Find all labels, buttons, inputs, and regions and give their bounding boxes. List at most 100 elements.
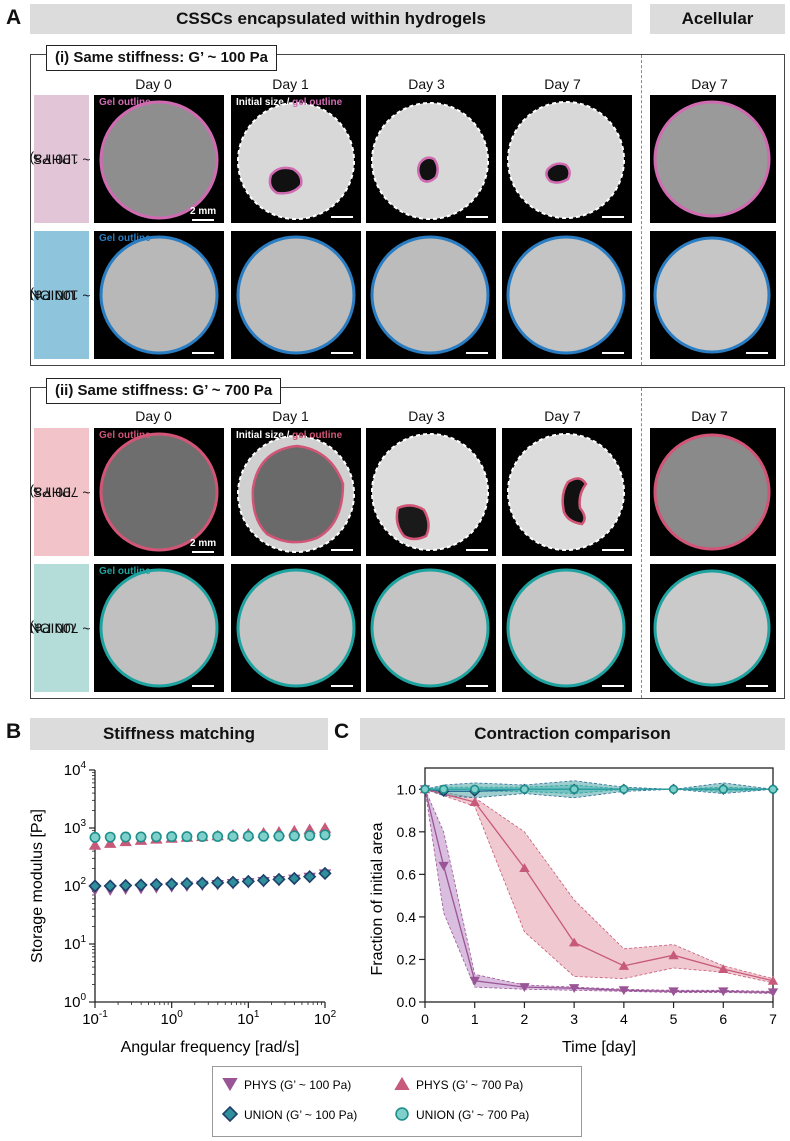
y-tick-label: 0.8 bbox=[397, 824, 417, 840]
row-label-union-100: UNION (G’ ~ 100 Pa) bbox=[29, 231, 113, 359]
scale-bar bbox=[331, 549, 353, 551]
data-point bbox=[119, 878, 133, 893]
data-point bbox=[519, 863, 530, 872]
panel-a-header: CSSCs encapsulated within hydrogels bbox=[30, 4, 632, 34]
scale-bar bbox=[746, 685, 768, 687]
y-tick-label: 1.0 bbox=[397, 781, 417, 797]
legend-label: PHYS (G’ ~ 100 Pa) bbox=[244, 1078, 351, 1092]
initial-size-label: Initial size / gel outline bbox=[236, 97, 342, 108]
band-upper-edge bbox=[424, 784, 774, 790]
data-point bbox=[120, 831, 132, 843]
y-tick-label: 104 bbox=[64, 760, 87, 779]
plot-frame bbox=[424, 767, 774, 1003]
data-point bbox=[211, 876, 225, 890]
data-point bbox=[135, 831, 147, 843]
legend-label: UNION (G’ ~ 700 Pa) bbox=[416, 1108, 529, 1122]
data-point bbox=[668, 950, 679, 960]
panel-b-header: Stiffness matching bbox=[30, 718, 328, 750]
scale-bar bbox=[192, 685, 214, 687]
acellular-divider bbox=[641, 388, 642, 698]
scale-bar bbox=[192, 352, 214, 354]
y-axis-label: Fraction of initial area bbox=[369, 822, 386, 975]
scale-bar bbox=[602, 216, 624, 218]
y-tick-label: 0.6 bbox=[397, 866, 417, 882]
x-tick-label: 6 bbox=[719, 1011, 727, 1027]
band-lower-edge bbox=[424, 788, 774, 984]
row-label-phys-100: PHYS (G’ ~ 100 Pa) bbox=[29, 95, 113, 223]
day-label: Day 7 bbox=[544, 76, 581, 92]
data-point bbox=[258, 830, 270, 842]
scale-bar bbox=[331, 216, 353, 218]
image-phys100-acellular bbox=[650, 95, 776, 223]
slash-text: / bbox=[283, 97, 293, 108]
image-union100-acellular bbox=[650, 231, 776, 359]
data-point bbox=[438, 861, 449, 871]
panel-c-header: Contraction comparison bbox=[360, 718, 785, 750]
gel-outline-label: Gel outline bbox=[99, 566, 151, 577]
day-label: Day 1 bbox=[272, 408, 309, 424]
gel-outline-label: Gel outline bbox=[99, 97, 151, 108]
legend-marker bbox=[222, 1078, 238, 1092]
data-point bbox=[88, 839, 102, 850]
y-tick-label: 0.4 bbox=[397, 909, 417, 925]
image-union100-day0: Gel outline bbox=[94, 231, 224, 359]
data-point bbox=[767, 988, 779, 998]
data-point bbox=[668, 987, 679, 997]
data-point bbox=[288, 830, 300, 842]
y-tick-label: 102 bbox=[64, 876, 87, 895]
scale-bar-label: 2 mm bbox=[190, 206, 217, 217]
panel-b-letter: B bbox=[6, 720, 22, 743]
y-tick-label: 100 bbox=[64, 992, 87, 1011]
x-tick-label: 2 bbox=[521, 1011, 529, 1027]
x-axis-label: Time [day] bbox=[562, 1039, 636, 1056]
contraction-chart: 0.0 0.2 0.4 0.6 0.8 1.0 0 1 2 3 4 5 6 7 Time [day] Frac… bbox=[369, 767, 779, 1056]
data-point bbox=[568, 937, 580, 947]
data-point bbox=[256, 873, 271, 888]
data-point bbox=[88, 879, 102, 893]
data-point bbox=[618, 960, 630, 970]
legend-frame bbox=[212, 1066, 582, 1137]
data-point bbox=[150, 831, 162, 843]
day-label: Day 7 bbox=[691, 76, 728, 92]
data-point bbox=[470, 784, 480, 794]
y-axis-label: Storage modulus [Pa] bbox=[29, 809, 46, 963]
image-union700-acellular bbox=[650, 564, 776, 692]
image-union100-day3 bbox=[366, 231, 496, 359]
scale-bar bbox=[466, 352, 488, 354]
day-label: Day 3 bbox=[408, 76, 445, 92]
section-i-frame bbox=[30, 54, 785, 366]
image-union700-day0: Gel outline bbox=[94, 564, 224, 692]
data-point bbox=[181, 831, 193, 843]
data-point bbox=[166, 831, 178, 843]
data-point bbox=[89, 831, 101, 843]
x-tick-label: 4 bbox=[620, 1011, 628, 1027]
data-point bbox=[212, 830, 224, 842]
data-point bbox=[273, 830, 285, 842]
image-union700-day7 bbox=[502, 564, 632, 692]
section-ii-frame bbox=[30, 387, 785, 699]
day-label: Day 7 bbox=[691, 408, 728, 424]
data-point bbox=[104, 837, 117, 848]
scale-bar bbox=[602, 685, 624, 687]
initial-size-label: Initial size / gel outline bbox=[236, 430, 342, 441]
data-point bbox=[439, 784, 449, 794]
x-tick-label: 10-1 bbox=[82, 1009, 108, 1028]
image-phys100-day1: Initial size / gel outline bbox=[231, 95, 361, 223]
image-union100-day7 bbox=[502, 231, 632, 359]
data-point bbox=[319, 829, 331, 841]
panel-c-letter: C bbox=[334, 720, 350, 743]
data-point bbox=[768, 784, 778, 794]
data-point bbox=[618, 986, 630, 996]
scale-bar bbox=[466, 549, 488, 551]
day-label: Day 0 bbox=[135, 76, 172, 92]
data-point bbox=[165, 877, 179, 891]
scale-bar bbox=[192, 219, 214, 221]
legend-label: PHYS (G’ ~ 700 Pa) bbox=[416, 1078, 523, 1092]
day-label: Day 7 bbox=[544, 408, 581, 424]
data-point bbox=[149, 877, 163, 892]
data-point bbox=[195, 876, 209, 890]
gel-outline-text: gel outline bbox=[292, 430, 343, 441]
y-tick-label: 101 bbox=[64, 934, 87, 953]
y-tick-label: 103 bbox=[64, 818, 87, 837]
